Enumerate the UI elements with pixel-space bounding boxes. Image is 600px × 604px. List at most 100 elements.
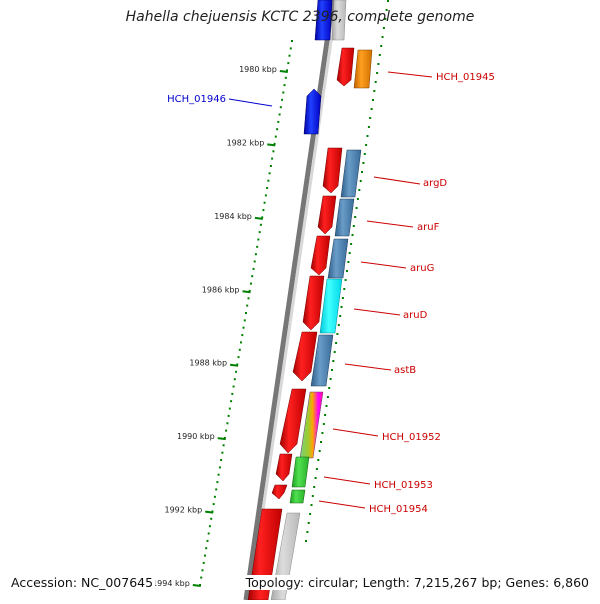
gene-feature-cds-argD bbox=[322, 147, 343, 194]
outer-track-dot bbox=[385, 9, 388, 11]
outer-track-dot bbox=[355, 207, 358, 209]
gene-feature-argD bbox=[340, 149, 362, 198]
outer-track-dot bbox=[335, 342, 338, 344]
scale-dot bbox=[268, 172, 271, 175]
accession-text: Accession: NC_007645 bbox=[9, 575, 156, 590]
scale-tick bbox=[254, 216, 264, 220]
scale-tick bbox=[267, 143, 276, 147]
outer-track-dot bbox=[378, 54, 381, 56]
outer-track-dot bbox=[352, 225, 355, 227]
scale-dot bbox=[225, 429, 228, 432]
scale-dot bbox=[247, 297, 250, 300]
outer-track-dot bbox=[344, 279, 347, 281]
outer-track-dot bbox=[317, 459, 320, 461]
label-astB: astB bbox=[394, 365, 416, 376]
scale-dot bbox=[281, 98, 284, 101]
outer-track-dot bbox=[325, 405, 328, 407]
label-aruF: aruF bbox=[417, 222, 440, 233]
outer-track-dot bbox=[321, 432, 324, 434]
outer-track-dot bbox=[326, 396, 329, 398]
leader-hch-01953 bbox=[323, 476, 371, 485]
scale-dot bbox=[252, 267, 255, 270]
scale-tick-label: 1984 kbp bbox=[214, 212, 252, 221]
scale-tick bbox=[217, 437, 226, 441]
label-hch-01952: HCH_01952 bbox=[382, 432, 441, 443]
outer-track-dot bbox=[306, 531, 309, 533]
outer-track-dot bbox=[381, 36, 384, 38]
scale-dot bbox=[267, 179, 270, 182]
scale-track bbox=[199, 40, 293, 586]
scale-dot bbox=[231, 392, 234, 395]
gene-feature-cds-aruG bbox=[310, 235, 331, 276]
outer-track-dot bbox=[322, 423, 325, 425]
scale-dot bbox=[228, 407, 231, 410]
outer-track-dot bbox=[367, 126, 370, 128]
scale-dot bbox=[257, 238, 260, 241]
scale-tick-label: 1980 kbp bbox=[239, 65, 277, 74]
outer-track-dot bbox=[347, 261, 350, 263]
outer-track-dot bbox=[350, 243, 353, 245]
gene-labels: HCH_01945 HCH_01946 argD aruF aruG aruD … bbox=[167, 71, 495, 515]
gene-feature-cds-1953 bbox=[275, 453, 293, 482]
scale-dot bbox=[226, 422, 229, 425]
scale-dot bbox=[243, 319, 246, 322]
scale-dot bbox=[232, 385, 235, 388]
scale-dot bbox=[213, 495, 216, 498]
scale-dot bbox=[258, 231, 261, 234]
outer-track-dot bbox=[343, 288, 346, 290]
scale-dot bbox=[208, 525, 211, 528]
label-argD: argD bbox=[423, 178, 447, 189]
scale-tick-label: 1988 kbp bbox=[189, 359, 227, 368]
scale-dot bbox=[207, 532, 210, 535]
outer-track-dot bbox=[305, 540, 307, 542]
scale-tick-label: 1992 kbp bbox=[164, 506, 202, 515]
outer-track-dot bbox=[333, 351, 336, 353]
outer-track-dot bbox=[329, 378, 332, 380]
scale-dot bbox=[289, 47, 292, 50]
scale-dot bbox=[221, 451, 224, 454]
scale-dot bbox=[284, 76, 287, 79]
scale-dot bbox=[210, 517, 213, 520]
scale-dot bbox=[242, 326, 245, 329]
outer-track-dot bbox=[320, 441, 322, 443]
leader-hch-01954 bbox=[318, 500, 366, 509]
outer-track-dot bbox=[307, 522, 310, 524]
outer-track-dot bbox=[341, 297, 344, 299]
scale-tick-label: 1982 kbp bbox=[227, 138, 265, 147]
scale-dot bbox=[240, 341, 242, 344]
outer-track-dot bbox=[384, 18, 387, 20]
gene-feature-cds-1952 bbox=[279, 388, 307, 454]
scale-dot bbox=[286, 69, 288, 72]
gene-features bbox=[247, 0, 373, 601]
scale-dot bbox=[273, 142, 276, 145]
gene-feature-hch-01954 bbox=[289, 489, 306, 504]
outer-track-dot bbox=[356, 198, 359, 200]
gene-feature-aruF bbox=[334, 198, 355, 237]
scale-dot bbox=[283, 84, 286, 87]
scale-ticks: 1980 kbp 1982 kbp 1984 kbp 1986 kbp 1988 kbp… bbox=[152, 65, 288, 588]
scale-dot bbox=[202, 561, 205, 564]
scale-dot bbox=[253, 260, 256, 263]
outer-track-dot bbox=[377, 63, 380, 65]
scale-tick bbox=[242, 290, 251, 294]
outer-track-dot bbox=[354, 216, 357, 218]
gene-feature-top-grey bbox=[331, 0, 347, 41]
outer-track-dot bbox=[309, 513, 312, 515]
outer-track-dot bbox=[311, 495, 314, 497]
outer-track-dot bbox=[376, 72, 379, 74]
outer-track-dot bbox=[372, 99, 374, 101]
gene-feature-cds-aruF bbox=[317, 195, 337, 235]
scale-tick bbox=[279, 70, 288, 73]
scale-dot bbox=[236, 363, 239, 366]
label-hch-01953: HCH_01953 bbox=[374, 480, 433, 491]
scale-dot bbox=[200, 576, 203, 579]
outer-track-dot bbox=[351, 234, 354, 236]
outer-track-dot bbox=[328, 387, 331, 389]
leader-aruD bbox=[353, 308, 401, 316]
scale-tick bbox=[205, 510, 214, 514]
outer-track-dot bbox=[362, 162, 365, 164]
scale-dot bbox=[201, 569, 204, 572]
outer-track-dot bbox=[318, 450, 321, 452]
leader-argD bbox=[373, 176, 421, 185]
scale-dot bbox=[217, 473, 220, 476]
